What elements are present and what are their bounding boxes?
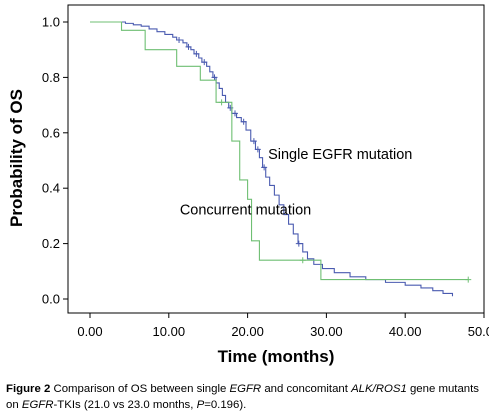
single-egfr-series-label: Single EGFR mutation [268, 147, 412, 163]
x-tick-label: 40.00 [389, 324, 422, 339]
y-tick-label: 0.8 [42, 70, 60, 85]
y-tick-label: 0.4 [42, 181, 60, 196]
y-tick-label: 0.2 [42, 236, 60, 251]
figure-caption: Figure 2 Comparison of OS between single… [6, 381, 484, 413]
x-tick-label: 20.00 [231, 324, 264, 339]
x-tick-label: 10.00 [153, 324, 186, 339]
y-tick-label: 0.6 [42, 125, 60, 140]
caption-label: Figure 2 [6, 383, 51, 395]
caption-text-1: Comparison of OS between single [50, 383, 230, 395]
caption-egfr-2: EGFR [21, 399, 54, 411]
caption-text-5: =0.196). [204, 399, 247, 411]
x-tick-label: 50.00 [468, 324, 489, 339]
x-axis: 0.00 10.00 20.00 30.00 40.00 50.00 [77, 313, 489, 339]
y-tick-label: 0.0 [42, 292, 60, 307]
caption-text-4: -TKIs (21.0 vs 23.0 months, [53, 399, 197, 411]
series-layer: Single EGFR mutation Concurrent mutation [90, 21, 472, 297]
x-axis-title: Time (months) [218, 347, 335, 366]
y-tick-label: 1.0 [42, 15, 60, 30]
single-egfr-censor-mark [295, 240, 302, 247]
caption-egfr-1: EGFR [229, 383, 262, 395]
single-egfr-censor-mark [231, 110, 238, 117]
y-axis: 0.0 0.2 0.4 0.6 0.8 1.0 [42, 15, 68, 307]
plot-frame [67, 4, 485, 314]
concurrent-censor-mark [218, 99, 225, 106]
single-egfr-censor-mark [254, 146, 261, 153]
y-axis-title: Probability of OS [7, 89, 26, 227]
km-plot: 0.0 0.2 0.4 0.6 0.8 1.0 0.00 10.00 20.00 30.00 40… [7, 4, 489, 366]
single-egfr-censor-mark [240, 118, 247, 125]
single-egfr-censor-mark [193, 50, 200, 57]
single-egfr-censor-mark [261, 164, 268, 171]
concurrent-survival-curve [90, 21, 469, 281]
x-tick-label: 30.00 [310, 324, 343, 339]
concurrent-censor-mark [299, 257, 306, 264]
single-egfr-censor-mark [211, 74, 218, 81]
concurrent-series-label: Concurrent mutation [180, 203, 311, 219]
x-tick-label: 0.00 [77, 324, 102, 339]
single-egfr-censor-mark [185, 43, 192, 50]
caption-p-symbol: P [196, 399, 205, 411]
single-egfr-censor-mark [201, 59, 208, 66]
concurrent-censor-mark [465, 276, 472, 283]
caption-text-3: gene mutants on [6, 383, 479, 411]
single-egfr-censor-mark [250, 138, 257, 145]
caption-alk-ros1: ALK/ROS1 [351, 383, 407, 395]
km-chart: 0.0 0.2 0.4 0.6 0.8 1.0 0.00 10.00 20.00 30.00 40… [7, 4, 489, 366]
caption-text-2: and concomitant [261, 383, 352, 395]
single-egfr-censor-mark [176, 37, 183, 44]
